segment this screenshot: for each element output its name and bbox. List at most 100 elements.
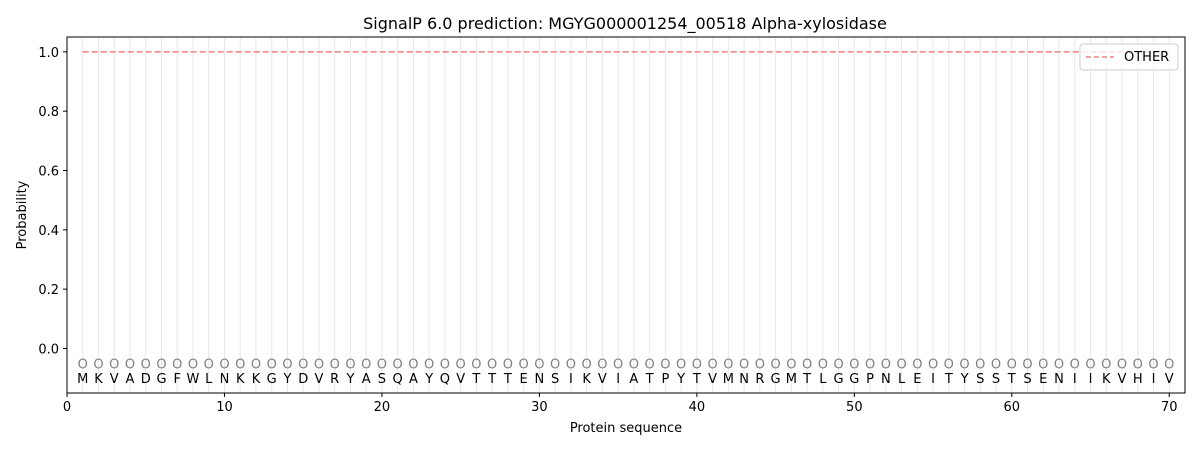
residue-label: R [755,372,764,387]
residue-label: L [205,372,213,387]
state-label: O [519,357,529,372]
state-label: O [1085,357,1095,372]
legend-label-other: OTHER [1124,50,1169,65]
residue-label: S [378,372,386,387]
x-axis-label: Protein sequence [570,421,682,436]
residue-label: N [220,372,230,387]
residue-label: K [94,372,103,387]
residue-label: T [487,372,496,387]
x-tick-label: 40 [689,400,706,415]
state-label: O [582,357,592,372]
y-tick-label: 0.4 [38,224,59,239]
residue-label: H [1133,372,1143,387]
residue-label: A [362,372,371,387]
residue-label: G [771,372,781,387]
y-axis-label: Probability [15,180,30,249]
x-tick-label: 0 [63,400,71,415]
residue-label: M [723,372,734,387]
residue-label: N [881,372,891,387]
legend: OTHER [1079,43,1179,71]
state-label: O [896,357,906,372]
state-label: O [991,357,1001,372]
state-label: O [219,357,229,372]
state-label: O [676,357,686,372]
residue-label: W [187,372,200,387]
residue-label: Y [676,372,685,387]
residue-label: G [156,372,166,387]
residue-label: N [739,372,749,387]
residue-label: G [849,372,859,387]
x-tick-label: 20 [374,400,391,415]
x-axis-ticks: 0 10 20 30 40 50 60 70 [63,393,1178,415]
state-label: O [251,357,261,372]
state-label: O [1148,357,1158,372]
residue-label: L [898,372,906,387]
residue-label: K [1102,372,1111,387]
residue-label: V [708,372,717,387]
residue-label: D [141,372,151,387]
residue-label: S [1023,372,1031,387]
chart-title: SignalP 6.0 prediction: MGYG000001254_00… [363,14,887,34]
residue-label: T [645,372,654,387]
residue-label: N [1054,372,1064,387]
residue-label: A [629,372,638,387]
state-label: O [534,357,544,372]
y-tick-label: 0.6 [38,165,59,180]
residue-label: S [992,372,1000,387]
state-label: O [881,357,891,372]
residue-label: Y [345,372,354,387]
state-label: O [78,357,88,372]
residue-label: V [1118,372,1127,387]
state-label: O [597,357,607,372]
state-label: O [818,357,828,372]
state-label: O [125,357,135,372]
state-label: O [755,357,765,372]
state-label: O [361,357,371,372]
state-label: O [1133,357,1143,372]
residue-label: Y [424,372,433,387]
residue-label: Y [960,372,969,387]
state-label: O [1038,357,1048,372]
state-label: O [1022,357,1032,372]
x-tick-label: 10 [216,400,233,415]
residue-label: A [409,372,418,387]
state-label: O [660,357,670,372]
state-label: O [487,357,497,372]
residue-label: I [1073,372,1077,387]
state-label: O [330,357,340,372]
residue-label: F [173,372,180,387]
state-label: O [550,357,560,372]
residue-label: K [236,372,245,387]
residue-label: I [616,372,620,387]
state-label: O [440,357,450,372]
residue-label: V [598,372,607,387]
state-label: O [707,357,717,372]
state-label: O [645,357,655,372]
x-tick-label: 60 [1004,400,1021,415]
state-label: O [1164,357,1174,372]
residue-label: M [786,372,797,387]
residue-label: I [569,372,573,387]
y-tick-label: 0.2 [38,283,59,298]
state-label: O [1007,357,1017,372]
residue-label: K [252,372,261,387]
residue-label: P [866,372,874,387]
state-label: O [723,357,733,372]
residue-label: T [802,372,811,387]
state-label: O [928,357,938,372]
residue-label: Q [440,372,450,387]
state-label: O [786,357,796,372]
state-label: O [849,357,859,372]
residue-label: Y [282,372,291,387]
state-label: O [802,357,812,372]
state-label: O [298,357,308,372]
state-label: O [1054,357,1064,372]
residue-label: R [330,372,339,387]
residue-label: M [77,372,88,387]
residue-label: P [661,372,669,387]
state-label: O [1117,357,1127,372]
state-label: O [833,357,843,372]
state-label: O [1101,357,1111,372]
